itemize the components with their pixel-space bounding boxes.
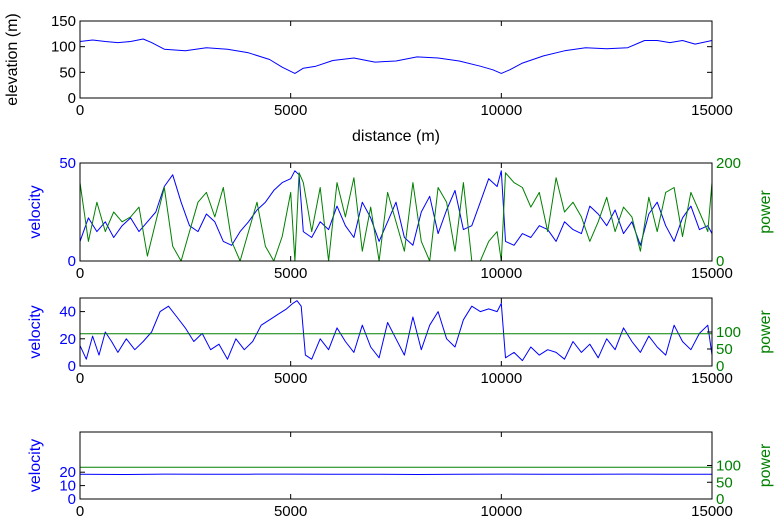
y-tick-label: 50 (59, 155, 76, 172)
axes-box (79, 431, 713, 500)
y-right-tick-label: 50 (716, 474, 733, 491)
y-tick-label: 150 (51, 13, 76, 30)
x-tick-label: 0 (76, 265, 84, 282)
y-right-tick-label: 100 (716, 458, 741, 475)
y-axis-label: velocity (27, 305, 44, 358)
y-right-tick-label: 100 (716, 324, 741, 341)
series-line-velocity (79, 170, 713, 246)
x-tick-label: 15000 (691, 265, 733, 282)
x-tick-label: 10000 (480, 265, 522, 282)
y-axis-label: elevation (m) (4, 13, 21, 105)
series-line-elevation (79, 38, 713, 74)
axes-box (79, 162, 713, 262)
y-tick-label: 100 (51, 39, 76, 56)
x-tick-label: 15000 (691, 370, 733, 387)
y-right-tick-label: 0 (716, 491, 724, 508)
x-tick-label: 0 (76, 102, 84, 119)
axes-box (79, 20, 713, 99)
y-right-axis-label: power (757, 310, 774, 354)
x-tick-label: 15000 (691, 503, 733, 520)
y-tick-label: 50 (59, 64, 76, 81)
y-right-tick-label: 50 (716, 341, 733, 358)
series-line-velocity (79, 300, 713, 362)
x-tick-label: 5000 (274, 370, 307, 387)
y-tick-label: 0 (68, 358, 76, 375)
y-right-tick-label: 200 (716, 155, 741, 172)
series-line-power (79, 172, 713, 262)
y-right-axis-label: power (757, 443, 774, 487)
y-right-tick-label: 0 (716, 253, 724, 270)
x-tick-label: 0 (76, 503, 84, 520)
x-tick-label: 0 (76, 370, 84, 387)
y-right-axis-label: power (757, 190, 774, 234)
x-tick-label: 10000 (480, 503, 522, 520)
x-tick-label: 5000 (274, 503, 307, 520)
x-axis-label: distance (m) (352, 128, 440, 145)
x-tick-label: 10000 (480, 102, 522, 119)
y-axis-label: velocity (27, 439, 44, 492)
x-tick-label: 5000 (274, 265, 307, 282)
x-tick-label: 10000 (480, 370, 522, 387)
y-axis-label: velocity (27, 185, 44, 238)
x-tick-label: 15000 (691, 102, 733, 119)
y-tick-label: 10 (59, 478, 76, 495)
y-right-tick-label: 0 (716, 358, 724, 375)
subplot-1: 0 5000 10000 15000 0 50 100 150 elevation (m) dis… (4, 13, 733, 145)
y-tick-label: 0 (68, 491, 76, 508)
x-tick-label: 5000 (274, 102, 307, 119)
axes-box (79, 297, 713, 367)
y-tick-label: 20 (59, 331, 76, 348)
y-tick-label: 40 (59, 304, 76, 321)
y-tick-label: 0 (68, 90, 76, 107)
y-tick-label: 20 (59, 464, 76, 481)
y-tick-label: 0 (68, 253, 76, 270)
